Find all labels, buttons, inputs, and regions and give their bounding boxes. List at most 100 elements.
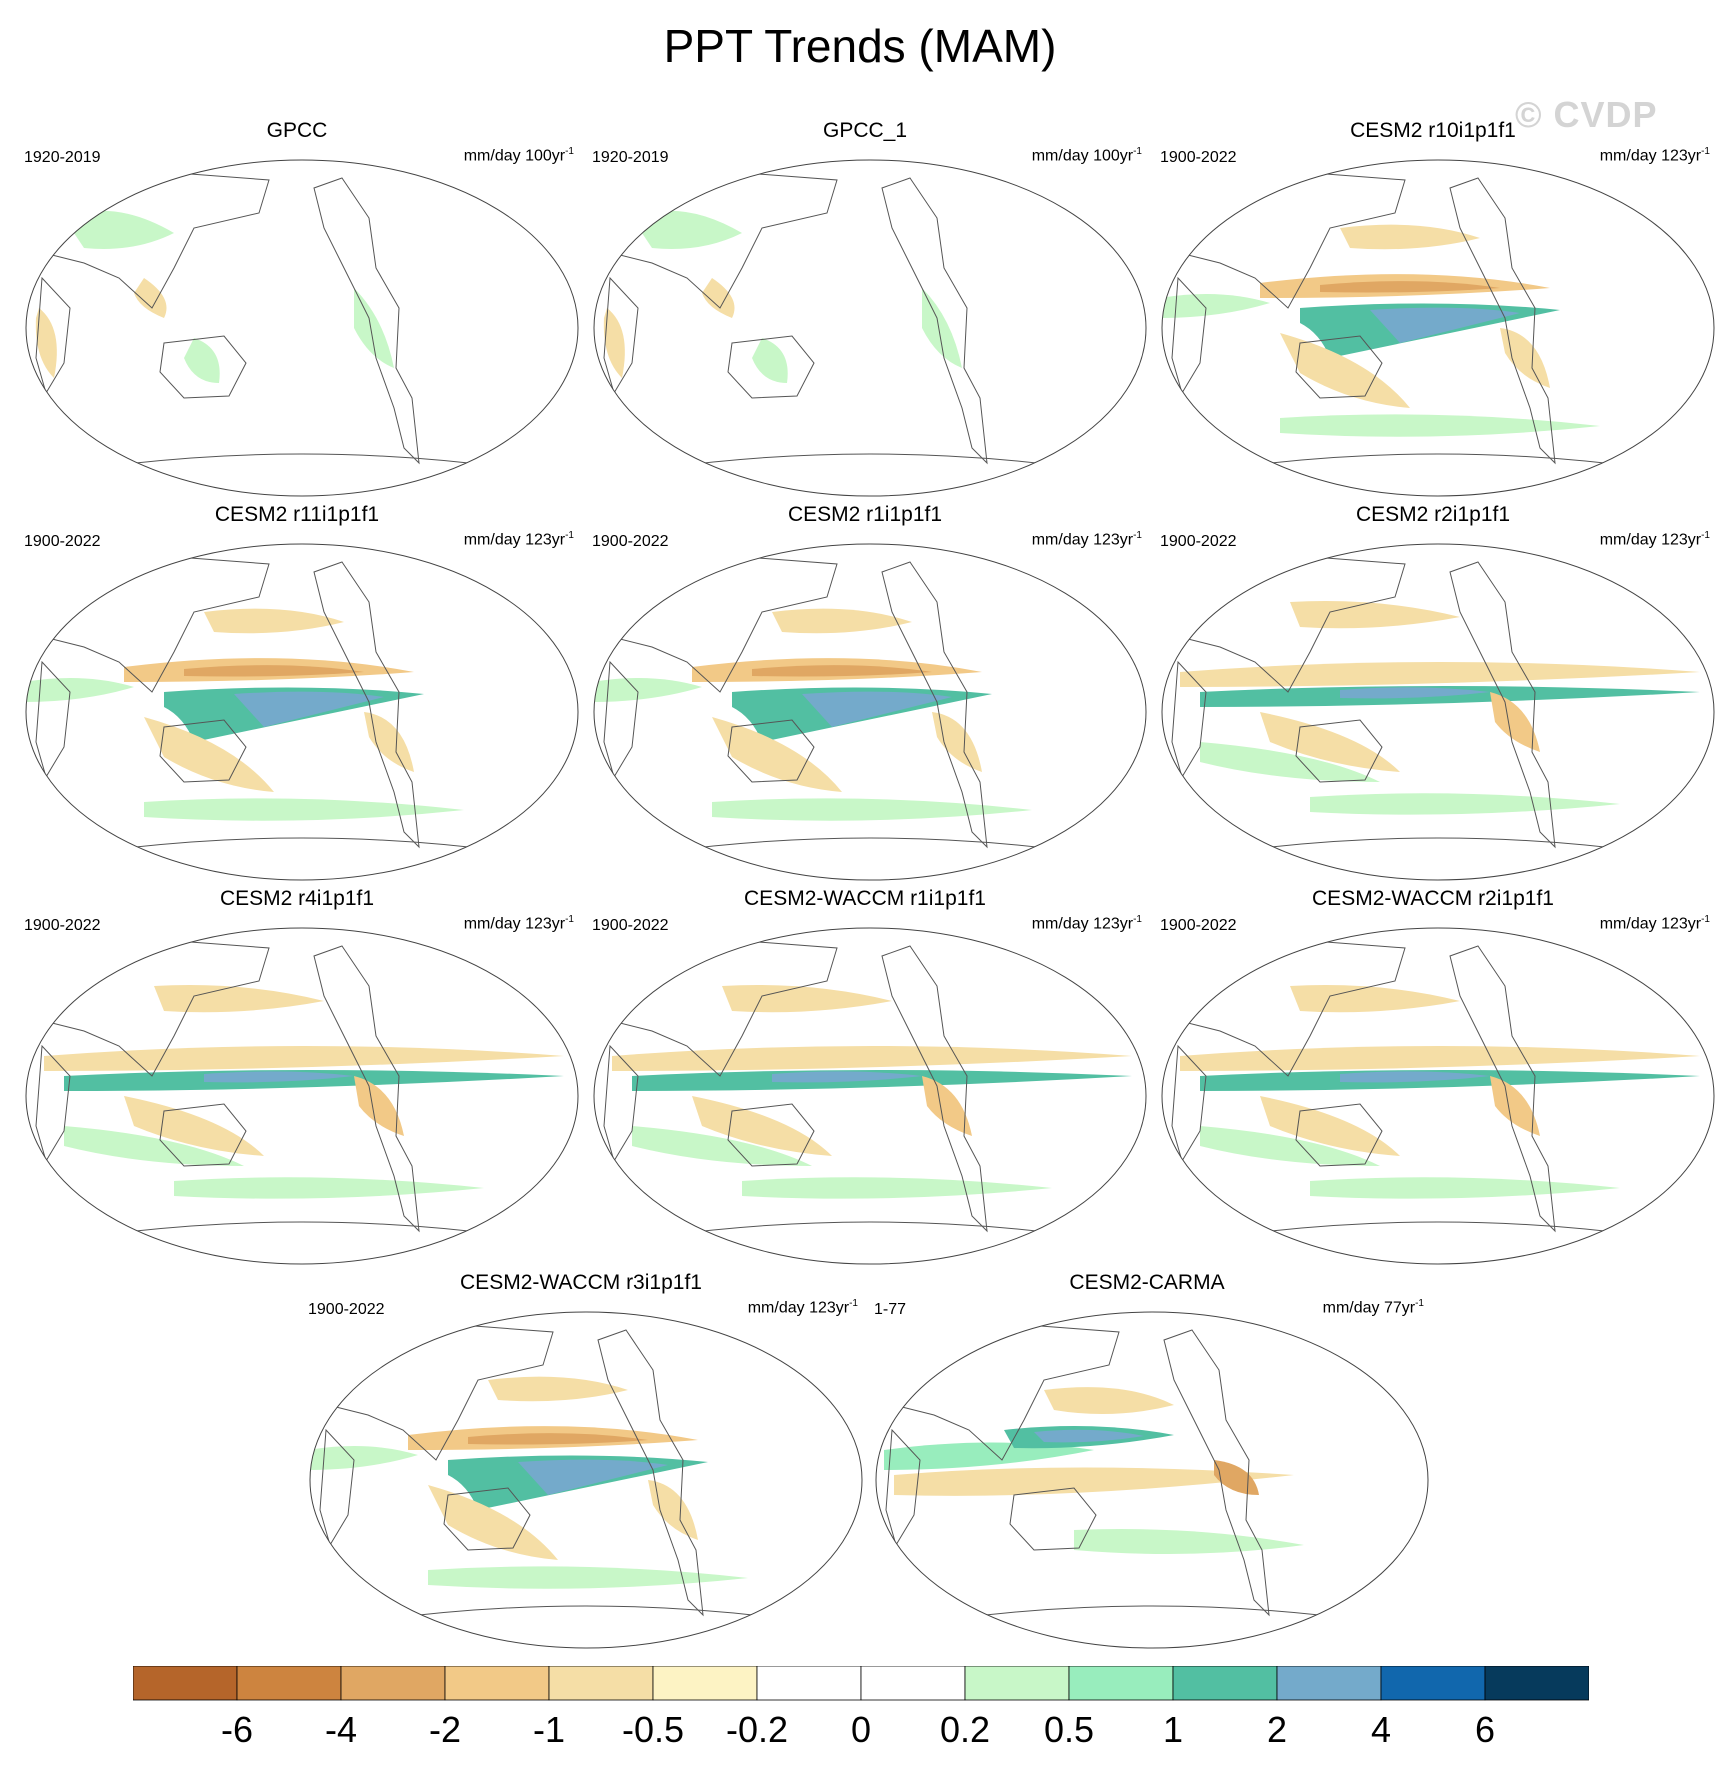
map-projection (25, 543, 579, 881)
colorbar-swatch (860, 1666, 966, 1701)
amazon-dry-patch (1490, 692, 1540, 752)
north-pacific-dry-patch (772, 608, 912, 634)
equatorial-wet-core (772, 1071, 922, 1083)
australia-coastline (727, 719, 815, 783)
equatorial-wet-core (1340, 687, 1490, 699)
colorbar-swatch (1068, 1666, 1174, 1701)
amazon-dry-patch (932, 712, 982, 772)
australia-coastline (443, 1487, 531, 1551)
north-pacific-dry-patch (1290, 985, 1460, 1013)
colorbar-tick-label: -4 (324, 1709, 357, 1750)
colorbar-tick-label: -1 (532, 1709, 565, 1750)
asia-coastline (327, 1323, 554, 1461)
southern-ocean-wet-band (742, 1177, 1052, 1199)
equatorial-wet-core (518, 1459, 668, 1495)
colorbar-swatch (652, 1666, 758, 1701)
colorbar-tick-label: 4 (1370, 1709, 1392, 1750)
equatorial-wet-core (1370, 307, 1520, 343)
north-itcz-dry-band (1180, 662, 1700, 687)
antarctica-coastline (1229, 1221, 1647, 1237)
southern-ocean-wet-band (428, 1566, 748, 1589)
panel-units: mm/day 123yr-1 (1031, 914, 1142, 933)
panel-units: mm/day 123yr-1 (1599, 914, 1710, 933)
map-projection (875, 1311, 1429, 1649)
colorbar-swatch (340, 1666, 446, 1701)
spcz-dry-band (144, 717, 274, 792)
colorbar-tick-label: 0.5 (1043, 1709, 1095, 1750)
panel-units: mm/day 123yr-1 (1599, 530, 1710, 549)
spcz-dry-band (124, 1096, 264, 1156)
asia-coastline (611, 555, 838, 693)
panel-title: CESM2-WACCM r2i1p1f1 (1312, 887, 1554, 910)
map-outline (593, 159, 1147, 497)
panel-years: 1920-2019 (592, 149, 669, 166)
panel-title: GPCC_1 (822, 119, 908, 142)
map-projection (25, 159, 579, 497)
americas-coastline (881, 945, 988, 1233)
north-pacific-dry-patch (1044, 1387, 1174, 1414)
southern-ocean-wet-band (174, 1177, 484, 1199)
africa-coastline (319, 1428, 355, 1547)
amazon-dry-patch (1490, 1076, 1540, 1136)
north-itcz-core (752, 665, 932, 677)
spcz-dry-band (1260, 712, 1400, 772)
southern-wet-patch (1200, 742, 1380, 782)
americas-coastline (313, 177, 420, 465)
colorbar-swatch (1172, 1666, 1278, 1701)
map-background (1162, 928, 1714, 1264)
americas-coastline (1163, 1329, 1270, 1617)
map-outline (1161, 543, 1715, 881)
australia-coastline (159, 335, 247, 399)
panel-units: mm/day 123yr-1 (1031, 530, 1142, 549)
panel-title: CESM2 r10i1p1f1 (1350, 119, 1516, 142)
map-outline (875, 1311, 1429, 1649)
colorbar-tick-label: -0.5 (621, 1709, 685, 1750)
map-projection (1161, 159, 1715, 497)
map-panel: CESM2-CARMA 1-77 mm/day 77yr-1 (862, 1270, 1432, 1649)
colorbar-tick-label: 0.2 (939, 1709, 991, 1750)
australia-coastline (727, 1103, 815, 1167)
north-pacific-dry-patch (722, 985, 892, 1013)
australia-coastline (1009, 1487, 1097, 1551)
map-projection (593, 543, 1147, 881)
colorbar-swatch (236, 1666, 342, 1701)
cvdp-watermark: © CVDP (1515, 94, 1658, 135)
colorbar-swatch (756, 1666, 862, 1701)
map-outline (25, 927, 579, 1265)
americas-coastline (597, 1329, 704, 1617)
australia-wet-patch (752, 338, 788, 383)
southern-ocean-wet-band (1310, 1177, 1620, 1199)
panel-years: 1900-2022 (1160, 533, 1237, 550)
maritime-dry-patch (702, 278, 735, 318)
colorbar-tick-label: 0 (850, 1709, 872, 1750)
equatorial-wet-core (204, 1071, 354, 1083)
africa-coastline (1171, 660, 1207, 779)
panel-years: 1900-2022 (1160, 917, 1237, 934)
americas-coastline (1449, 177, 1556, 465)
southern-wet-patch (1200, 1126, 1380, 1166)
colorbar-tick-label: -0.2 (725, 1709, 789, 1750)
southern-ocean-wet-band (1310, 793, 1620, 815)
asia-coastline (43, 171, 270, 309)
africa-dry-patch (35, 308, 57, 378)
africa-coastline (35, 1044, 71, 1163)
americas-coastline (313, 945, 420, 1233)
africa-coastline (35, 276, 71, 395)
southern-ocean-wet-band (1074, 1529, 1304, 1554)
antarctica-coastline (93, 837, 511, 853)
panel-years: 1900-2022 (592, 533, 669, 550)
panel-years: 1900-2022 (1160, 149, 1237, 166)
australia-wet-patch (184, 338, 220, 383)
north-itcz-dry-band (44, 1046, 564, 1071)
map-outline (1161, 159, 1715, 497)
africa-coastline (885, 1428, 921, 1547)
africa-coastline (603, 276, 639, 395)
americas-coastline (881, 561, 988, 849)
equatorial-wet-band (1200, 1070, 1700, 1091)
equatorial-wet-band (1200, 686, 1700, 707)
indian-ocean-wet-band (594, 678, 702, 702)
equatorial-wet-band (64, 1070, 564, 1091)
colorbar-swatch (548, 1666, 654, 1701)
panel-title: CESM2-WACCM r3i1p1f1 (460, 1271, 702, 1294)
colorbar-tick-label: 6 (1474, 1709, 1496, 1750)
